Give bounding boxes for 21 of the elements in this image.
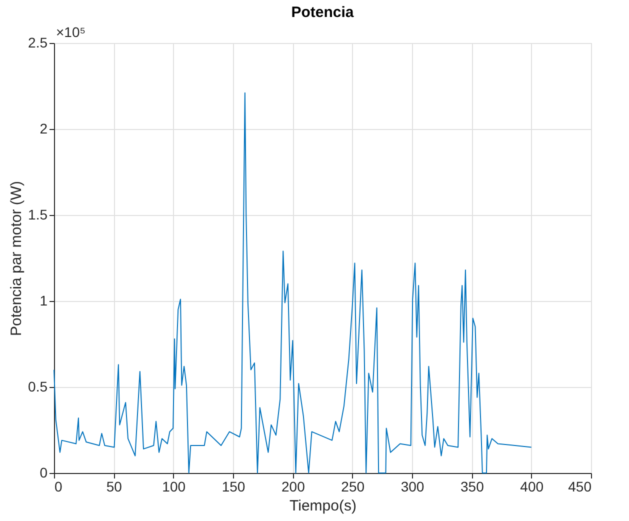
- x-tick-label: 250: [341, 478, 365, 494]
- line-series: [54, 92, 532, 474]
- x-tick-label: 50: [106, 478, 122, 494]
- x-tick-label: 300: [400, 478, 424, 494]
- x-tick-label: 350: [460, 478, 484, 494]
- y-tick-label: 2.5: [28, 34, 48, 50]
- y-tick-label: 0: [40, 464, 48, 480]
- chart-title: Potencia: [291, 4, 354, 21]
- x-tick-label: 0: [54, 478, 62, 494]
- y-tick-label: 1: [40, 292, 48, 308]
- x-tick-label: 400: [520, 478, 544, 494]
- y-tick-label: 2: [40, 120, 48, 136]
- x-tick-label: 200: [281, 478, 306, 494]
- x-tick-label: 150: [222, 478, 246, 494]
- y-axis-title: Potencia par motor (W): [8, 180, 26, 336]
- x-tick-label: 450: [568, 478, 592, 494]
- y-tick-label: 0.5: [28, 378, 48, 394]
- y-tick-label: 1.5: [28, 206, 48, 222]
- text: ×10⁵: [56, 24, 86, 40]
- x-tick-label: 100: [162, 478, 186, 494]
- x-axis-title: Tiempo(s): [290, 498, 356, 514]
